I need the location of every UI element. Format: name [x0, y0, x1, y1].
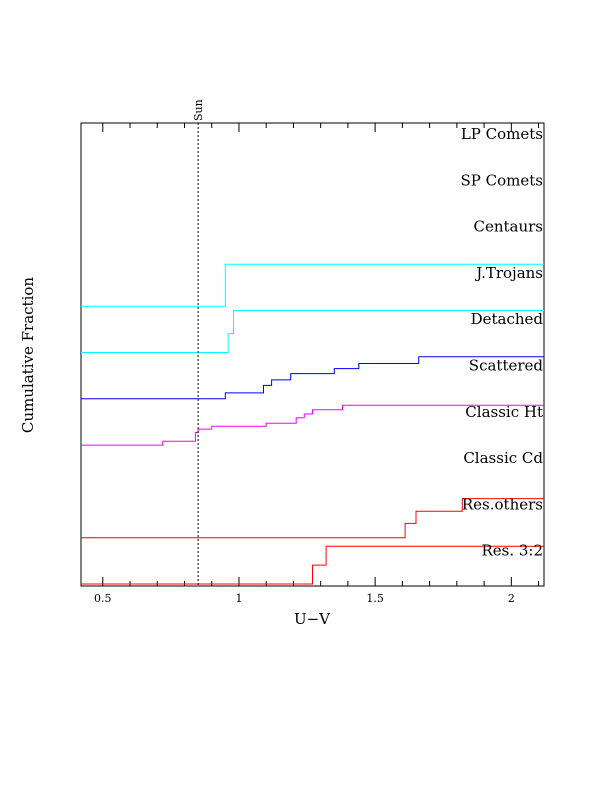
x-tick-label: 2: [508, 592, 515, 605]
x-tick-label: 1: [235, 592, 242, 605]
panel-label: J.Trojans: [474, 264, 543, 282]
panel-label: Classic Cd: [463, 449, 543, 467]
panel-label: Detached: [471, 310, 544, 328]
panel-label: Centaurs: [473, 218, 543, 236]
series-classic-ht: [81, 404, 544, 446]
panel-labels: LP Comets SP Comets Centaurs J.Trojans Detac…: [461, 125, 544, 560]
panel-label: SP Comets: [461, 171, 543, 189]
series-j-trojans: [81, 263, 544, 307]
series-detached: [81, 310, 544, 353]
x-axis-tick-labels: 0.5 1 1.5 2: [94, 592, 515, 605]
x-axis-ticks: [102, 123, 540, 586]
x-tick-label: 0.5: [94, 592, 112, 605]
panel-label: LP Comets: [461, 125, 543, 143]
y-axis-label: Cumulative Fraction: [19, 277, 37, 433]
x-axis-label: U−V: [294, 610, 331, 628]
series-scattered: [81, 356, 544, 400]
panel-label: Scattered: [469, 357, 544, 375]
panel-label: Classic Ht: [465, 403, 543, 421]
series-group: [81, 263, 544, 585]
panel-label: Res.others: [462, 495, 543, 513]
sun-label: Sun: [192, 99, 205, 121]
series-res-others: [81, 498, 544, 539]
x-tick-label: 1.5: [366, 592, 384, 605]
series-res-3-2: [81, 545, 544, 585]
plot-frame: [80, 122, 545, 587]
panel-label: Res. 3:2: [481, 542, 543, 560]
